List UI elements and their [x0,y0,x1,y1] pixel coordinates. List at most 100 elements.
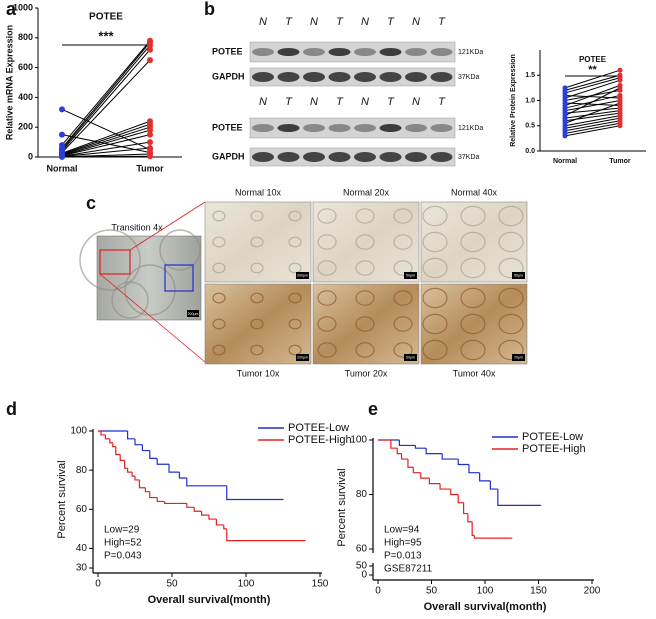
lane-label: N [412,96,420,108]
point [617,77,623,83]
point [147,57,153,64]
lane-label: N [310,96,318,108]
lane-label: T [336,16,344,28]
pair-line [61,141,151,157]
survival-step [215,519,224,526]
pair-line [564,102,621,124]
survival-step [497,489,541,506]
micrograph-label: Tumor 20x [345,368,388,378]
y-axis-label: Percent survival [56,460,68,538]
gland [317,208,337,224]
survival-step [400,453,408,460]
y-tick-label: 800 [18,32,33,42]
survival-step [467,513,473,523]
pair-line [61,59,151,153]
zoom-box-blue [164,264,194,292]
gland [288,262,302,274]
gland [212,262,226,274]
pair-line [564,110,621,119]
scale-label: 50μm [406,273,415,277]
gland [355,342,375,358]
gland [460,287,486,309]
pair-line [564,79,621,99]
gland [288,210,302,222]
zoom-line [99,273,206,363]
pair-line [61,108,151,151]
panel-letter: c [86,193,96,213]
gland [212,236,226,248]
gland [288,344,302,356]
point [59,153,65,160]
blot-band [252,124,274,132]
point [147,42,153,49]
pair-line [61,155,151,158]
x-axis-label: Overall survival(month) [424,601,547,613]
blot-band [277,48,300,56]
gland [317,316,337,332]
legend-label: POTEE-High [288,434,352,446]
survival-step [141,444,150,452]
gland [498,339,524,361]
blot-band [354,48,376,56]
scale-label: 200μm [188,312,199,316]
survival-step [178,472,187,479]
zoom-line [129,201,206,251]
gland [498,205,524,227]
gland [250,236,264,248]
blot-strip [249,41,456,63]
gland [317,342,337,358]
panel-letter: d [6,399,17,419]
survival-step [396,448,402,455]
pair-line [61,44,151,150]
gland [355,290,375,306]
survival-step [489,480,498,490]
y-tick-label: 0 [361,570,367,581]
blot-band [303,48,325,56]
x-axis-label: Overall survival(month) [148,594,271,606]
survival-step [463,502,468,515]
pair-line [61,126,151,156]
blot-size-label: 121KDa [458,125,483,132]
point [59,131,65,138]
x-tick-label: Tumor [136,163,164,173]
y-axis-label: Relative Protein Expression [510,54,517,147]
survival-step [398,440,416,447]
survival-step [428,478,441,485]
point [147,46,153,53]
survival-step [186,477,227,487]
blot-strip [249,67,456,87]
gland [498,313,524,335]
survival-step [407,459,414,468]
blot-band [379,72,402,82]
point [147,153,153,160]
blot-band [328,48,351,56]
survival-step [144,487,150,493]
scale-bar [512,272,525,279]
annotation: GSE87211 [384,564,433,575]
tissue-fold [124,264,176,316]
y-axis-label: Relative mRNA Expression [4,25,14,140]
annotation: High=95 [384,538,422,549]
lane-label: T [387,96,395,108]
blot-band [277,124,300,132]
blot-band [379,152,402,162]
survival-step [471,521,475,536]
pair-line [564,100,621,112]
significance: ** [588,64,597,76]
survival-step [168,464,180,473]
scale-bar [187,310,199,317]
gland [422,257,448,279]
chart-title: POTEE [579,55,607,64]
micrograph [312,201,420,283]
pair-line [564,77,621,94]
gland [460,313,486,335]
lane-label: N [361,16,369,28]
survival-step [138,479,146,489]
x-tick-label: 50 [426,586,438,597]
survival-step [134,438,143,446]
pair-line [61,40,151,146]
y-tick-label: 400 [18,92,33,102]
blot-band [405,124,427,132]
blot-band [379,124,402,132]
survival-step [131,472,135,477]
